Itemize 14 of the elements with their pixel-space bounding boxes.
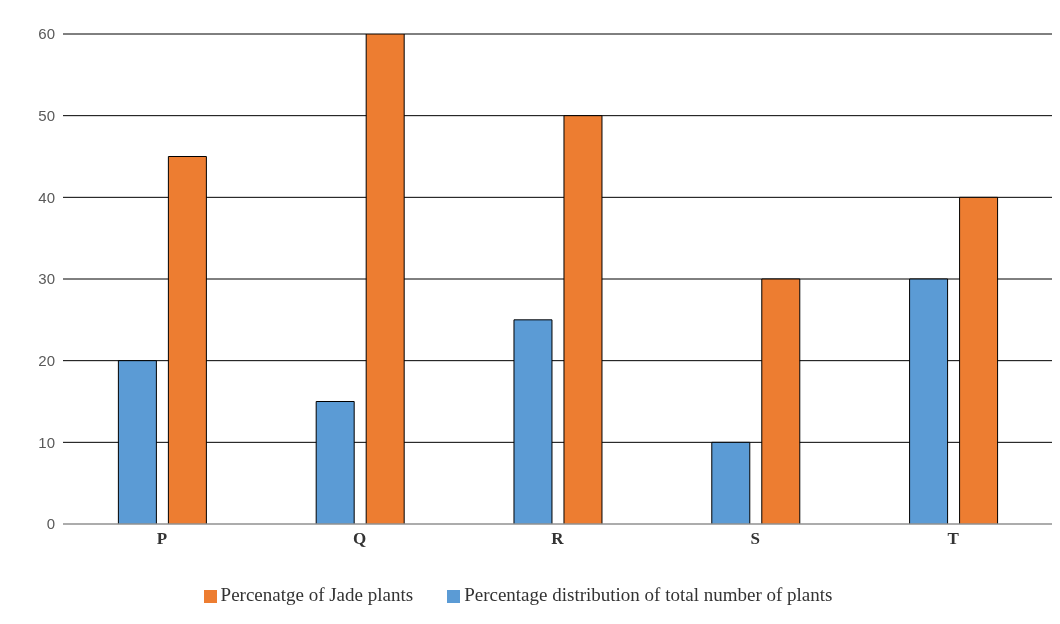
x-tick-label: T xyxy=(947,529,960,549)
x-tick-label: Q xyxy=(353,529,367,549)
y-tick-label: 20 xyxy=(38,351,55,369)
x-tick-label: R xyxy=(551,529,565,549)
legend-label: Percentage distribution of total number of plants xyxy=(464,584,833,605)
y-tick-label: 10 xyxy=(38,433,55,451)
x-tick-label: S xyxy=(750,529,761,549)
y-tick-label: 60 xyxy=(38,25,55,43)
legend-label: Percenatge of Jade plants xyxy=(220,584,414,605)
y-tick-label: 40 xyxy=(38,188,55,206)
y-tick-label: 30 xyxy=(38,270,55,288)
x-tick-label: P xyxy=(156,529,168,549)
y-tick-label: 0 xyxy=(46,515,55,533)
y-tick-label: 50 xyxy=(38,106,55,124)
